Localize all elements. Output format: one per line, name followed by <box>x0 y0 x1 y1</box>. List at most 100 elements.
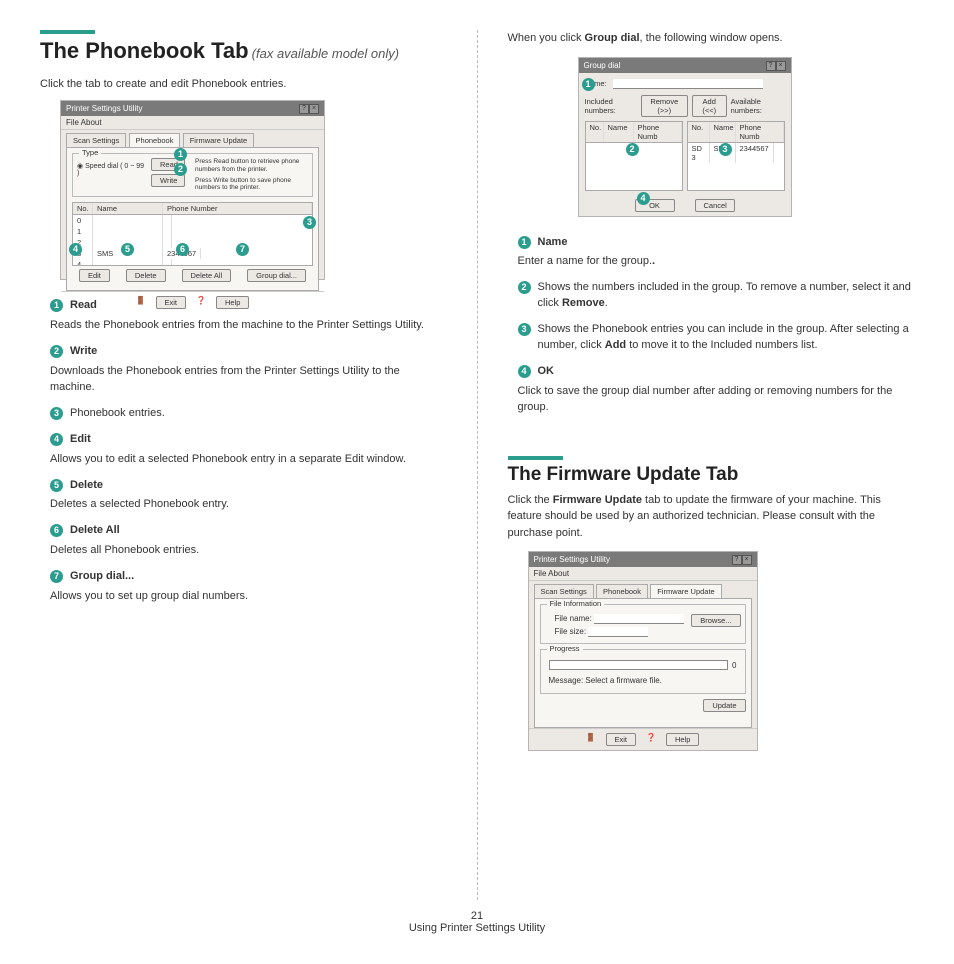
window-title: Group dial <box>584 61 621 70</box>
groupdial-body: Name: Included numbers: Remove (>>) Add … <box>579 73 791 218</box>
list-item: 1Read <box>70 298 447 314</box>
tab-phonebook[interactable]: Phonebook <box>129 133 181 147</box>
close-icon[interactable]: × <box>742 555 752 565</box>
table-row[interactable]: 4 <box>73 259 312 265</box>
help-icon: ❓ <box>646 733 656 746</box>
heading-row: The Phonebook Tab (fax available model o… <box>40 38 447 64</box>
name-row: Name: <box>585 79 785 89</box>
list-item: 6Delete All <box>70 523 447 539</box>
list-item: 7Group dial... <box>70 569 447 585</box>
cancel-button[interactable]: Cancel <box>695 199 735 212</box>
window-buttons: ?× <box>299 103 319 114</box>
item-title: Group dial... <box>70 570 134 582</box>
help-icon[interactable]: ? <box>299 104 309 114</box>
edit-button[interactable]: Edit <box>79 269 110 282</box>
help-icon[interactable]: ? <box>732 555 742 565</box>
item-title: Name <box>538 236 568 248</box>
name-input[interactable] <box>613 79 763 89</box>
table-row[interactable]: 1 <box>73 226 312 237</box>
progress-bar <box>549 660 729 670</box>
callout-3: 3 <box>719 143 732 156</box>
tab-scan[interactable]: Scan Settings <box>66 133 126 147</box>
progress-fieldset: Progress 0 Message: Select a firmware fi… <box>540 649 746 694</box>
figure-titlebar: Group dial ?× <box>579 58 791 73</box>
groupdial-button[interactable]: Group dial... <box>247 269 306 282</box>
callout-1: 1 <box>174 148 187 161</box>
filename-row: File name: Browse... <box>555 614 741 624</box>
panel: Type ◉ Speed dial ( 0 ~ 99 ) Read Write … <box>66 147 319 291</box>
list-item: 4Edit <box>70 432 447 448</box>
phonebook-lead: Click the tab to create and edit Phonebo… <box>40 78 447 90</box>
item-desc: Allows you to edit a selected Phonebook … <box>50 452 447 468</box>
item-title: Delete <box>70 479 103 491</box>
callout-2: 2 <box>626 143 639 156</box>
list-item: 3Phonebook entries. <box>70 406 447 422</box>
tab-phonebook[interactable]: Phonebook <box>596 584 648 598</box>
tabbar: Scan Settings Phonebook Firmware Update <box>529 581 757 598</box>
accent-bar <box>40 30 95 34</box>
tab-firmware[interactable]: Firmware Update <box>183 133 255 147</box>
column-divider <box>477 30 478 900</box>
panel: File Information File name: Browse... Fi… <box>534 598 752 728</box>
page-container: The Phonebook Tab (fax available model o… <box>40 30 914 900</box>
bottom-bar: 🚪 Exit ❓ Help <box>529 728 757 750</box>
tab-scan[interactable]: Scan Settings <box>534 584 594 598</box>
right-column: When you click Group dial, the following… <box>508 30 915 900</box>
accent-bar <box>508 456 563 460</box>
update-button[interactable]: Update <box>703 699 745 712</box>
item-desc: Downloads the Phonebook entries from the… <box>50 364 447 396</box>
table-body[interactable]: 0 1 2 3SMS2344567 4 <box>73 215 312 265</box>
close-icon[interactable]: × <box>309 104 319 114</box>
figure-titlebar: Printer Settings Utility ?× <box>61 101 324 116</box>
message-row: Message: Select a firmware file. <box>549 676 741 685</box>
list-item: 2Shows the numbers included in the group… <box>538 280 915 312</box>
item-desc: Enter a name for the group.. <box>518 254 915 270</box>
write-desc: Press Write button to save phone numbers… <box>195 177 308 193</box>
browse-button[interactable]: Browse... <box>691 614 740 627</box>
window-buttons: ?× <box>766 60 786 71</box>
table-row[interactable]: 3SMS2344567 <box>73 248 312 259</box>
window-title: Printer Settings Utility <box>534 555 610 564</box>
menubar[interactable]: File About <box>61 116 324 130</box>
list-item: 1Name <box>538 235 915 251</box>
exit-button[interactable]: Exit <box>606 733 637 746</box>
callout-6: 6 <box>176 243 189 256</box>
help-button[interactable]: Help <box>666 733 699 746</box>
item-title: Write <box>70 345 97 357</box>
item-title: Edit <box>70 433 91 445</box>
exit-icon: 🚪 <box>586 733 596 746</box>
callout-3: 3 <box>303 216 316 229</box>
list-item: 2Write <box>70 344 447 360</box>
remove-button[interactable]: Remove (>>) <box>641 95 688 117</box>
groupdial-figure: Group dial ?× Name: Included numbers: Re… <box>578 57 792 217</box>
speed-dial-radio[interactable]: ◉ Speed dial ( 0 ~ 99 ) <box>77 158 147 177</box>
phonebook-subtitle: (fax available model only) <box>252 46 399 61</box>
filename-input[interactable] <box>594 614 684 624</box>
window-buttons: ?× <box>732 554 752 565</box>
add-button[interactable]: Add (<<) <box>692 95 727 117</box>
table-row[interactable]: 0 <box>73 215 312 226</box>
phonebook-title: The Phonebook Tab <box>40 38 249 63</box>
page-footer: 21 Using Printer Settings Utility <box>40 910 914 934</box>
callout-5: 5 <box>121 243 134 256</box>
help-icon[interactable]: ? <box>766 61 776 71</box>
item-desc: Phonebook entries. <box>70 407 165 419</box>
list-item: 4OK <box>538 364 915 380</box>
tab-firmware[interactable]: Firmware Update <box>650 584 722 598</box>
fileinfo-fieldset: File Information File name: Browse... Fi… <box>540 604 746 644</box>
menubar[interactable]: File About <box>529 567 757 581</box>
available-list[interactable]: No.NamePhone Numb SD 3SMS2344567 <box>687 121 785 191</box>
included-list[interactable]: No.NamePhone Numb <box>585 121 683 191</box>
list-item: 3Shows the Phonebook entries you can inc… <box>538 322 915 354</box>
callout-1: 1 <box>582 78 595 91</box>
close-icon[interactable]: × <box>776 61 786 71</box>
col-name: Name <box>93 203 163 214</box>
table-row[interactable]: 2 <box>73 237 312 248</box>
table-row: SD 3SMS2344567 <box>688 143 784 163</box>
transfer-row: Included numbers: Remove (>>) Add (<<) A… <box>585 95 785 117</box>
callout-4: 4 <box>637 192 650 205</box>
delete-button[interactable]: Delete <box>126 269 166 282</box>
deleteall-button[interactable]: Delete All <box>182 269 232 282</box>
tabbar: Scan Settings Phonebook Firmware Update <box>61 130 324 147</box>
dialog-buttons: OK Cancel <box>585 199 785 212</box>
